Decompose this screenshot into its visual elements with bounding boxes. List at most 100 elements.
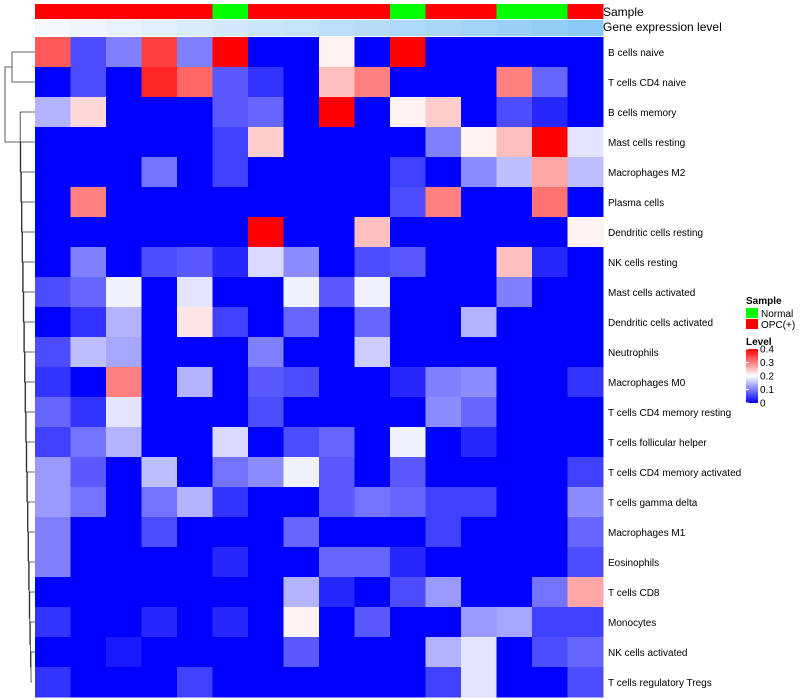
heatmap-cell [212, 637, 249, 668]
row-label: T cells CD8 [608, 588, 660, 599]
heatmap-cell [532, 187, 568, 218]
dendrogram-branch [11, 51, 35, 83]
heatmap-cell [35, 367, 71, 398]
gene-expression-annotation-cell [35, 20, 71, 36]
level-tick-label: 0.1 [760, 385, 774, 396]
heatmap-cell [496, 487, 533, 518]
heatmap-cell [141, 127, 178, 158]
heatmap-cell [283, 427, 320, 458]
heatmap-cell [70, 217, 107, 248]
heatmap-cell [70, 637, 107, 668]
heatmap-cell [212, 427, 249, 458]
heatmap-cell [532, 457, 568, 488]
heatmap-cell [425, 667, 462, 698]
heatmap-cell [248, 187, 284, 218]
heatmap-cell [177, 157, 213, 188]
heatmap-cell [212, 67, 249, 98]
legend-opc-label: OPC(+) [761, 320, 795, 331]
heatmap-cell [248, 307, 284, 338]
heatmap-cell [283, 127, 320, 158]
level-tick-label: 0.2 [760, 372, 774, 383]
heatmap-cell [212, 577, 249, 608]
heatmap-cell [496, 517, 533, 548]
heatmap-cell [177, 517, 213, 548]
heatmap-cell [283, 307, 320, 338]
heatmap-cell [532, 247, 568, 278]
heatmap-cell [106, 487, 142, 518]
heatmap-cell [532, 637, 568, 668]
heatmap-cell [354, 457, 391, 488]
heatmap-cell [425, 427, 462, 458]
heatmap-cell [461, 577, 497, 608]
heatmap-cell [390, 187, 426, 218]
heatmap-cell [177, 607, 213, 638]
sample-annotation-cell [461, 4, 497, 19]
heatmap-cell [212, 607, 249, 638]
heatmap-cell [319, 517, 355, 548]
heatmap-cell [319, 367, 355, 398]
heatmap-cell [106, 157, 142, 188]
heatmap-cell [177, 67, 213, 98]
heatmap-cell [567, 67, 604, 98]
heatmap-cell [283, 217, 320, 248]
heatmap-cell [35, 397, 71, 428]
heatmap-cell [70, 187, 107, 218]
heatmap-cell [461, 157, 497, 188]
heatmap-cell [496, 217, 533, 248]
heatmap-cell [461, 367, 497, 398]
heatmap-cell [248, 517, 284, 548]
heatmap-cell [425, 67, 462, 98]
heatmap-cell [248, 67, 284, 98]
heatmap-cell [248, 247, 284, 278]
heatmap-cell [177, 667, 213, 698]
heatmap-cell [319, 487, 355, 518]
heatmap-cell [425, 517, 462, 548]
dendrogram-root [4, 66, 21, 143]
heatmap-cell [283, 247, 320, 278]
heatmap-cell [106, 217, 142, 248]
legend-opc-swatch [746, 319, 758, 329]
heatmap-cell [70, 457, 107, 488]
row-label: Macrophages M1 [608, 528, 686, 539]
heatmap-cell [532, 487, 568, 518]
heatmap-cell [461, 67, 497, 98]
heatmap-cell [425, 637, 462, 668]
heatmap-cell [496, 457, 533, 488]
heatmap-cell [390, 337, 426, 368]
heatmap-cell [248, 157, 284, 188]
heatmap-cell [106, 97, 142, 128]
gene-expression-annotation-cell [461, 20, 497, 36]
heatmap-cell [496, 577, 533, 608]
heatmap-cell [319, 397, 355, 428]
row-label: T cells gamma delta [608, 498, 698, 509]
heatmap-cell [354, 487, 391, 518]
heatmap-cell [248, 637, 284, 668]
heatmap-cell [70, 67, 107, 98]
heatmap-cell [70, 487, 107, 518]
row-label: NK cells resting [608, 258, 677, 269]
gene-expression-annotation-title: Gene expression level [603, 20, 722, 34]
heatmap-cell [35, 517, 71, 548]
heatmap-cell [390, 547, 426, 578]
heatmap-cell [390, 247, 426, 278]
heatmap-cell [141, 547, 178, 578]
row-label: B cells memory [608, 108, 676, 119]
heatmap-cell [496, 97, 533, 128]
level-tick-label: 0.4 [760, 345, 774, 356]
heatmap-cell [425, 97, 462, 128]
sample-annotation-cell [70, 4, 107, 19]
row-label: Plasma cells [608, 198, 664, 209]
heatmap-cell [141, 637, 178, 668]
heatmap-cell [70, 517, 107, 548]
heatmap-cell [425, 607, 462, 638]
heatmap-cell [212, 157, 249, 188]
heatmap-cell [496, 67, 533, 98]
heatmap-cell [70, 157, 107, 188]
heatmap-cell [106, 427, 142, 458]
heatmap-cell [35, 667, 71, 698]
heatmap-cell [496, 37, 533, 68]
dendrogram-branch [27, 501, 35, 562]
heatmap-cell [496, 337, 533, 368]
dendrogram-branch [30, 651, 35, 683]
